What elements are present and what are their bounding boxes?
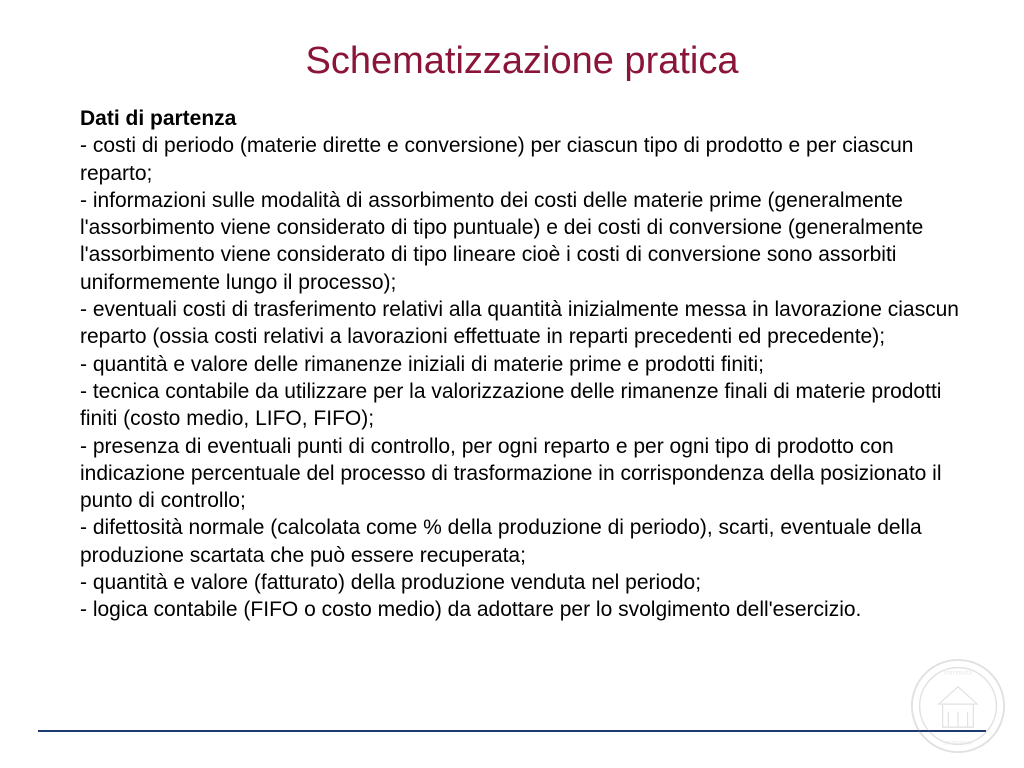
content-block: Dati di partenza - costi di periodo (mat… — [80, 105, 964, 624]
body-text: - costi di periodo (materie dirette e co… — [80, 132, 964, 623]
footer-divider — [38, 730, 986, 732]
svg-text:STUDIORUM: STUDIORUM — [944, 741, 973, 746]
slide: Schematizzazione pratica Dati di partenz… — [0, 0, 1024, 768]
svg-text:UNIVERSITA: UNIVERSITA — [944, 671, 973, 676]
slide-title: Schematizzazione pratica — [80, 40, 964, 83]
subtitle: Dati di partenza — [80, 105, 964, 132]
university-seal-icon: UNIVERSITA STUDIORUM — [910, 658, 1006, 754]
